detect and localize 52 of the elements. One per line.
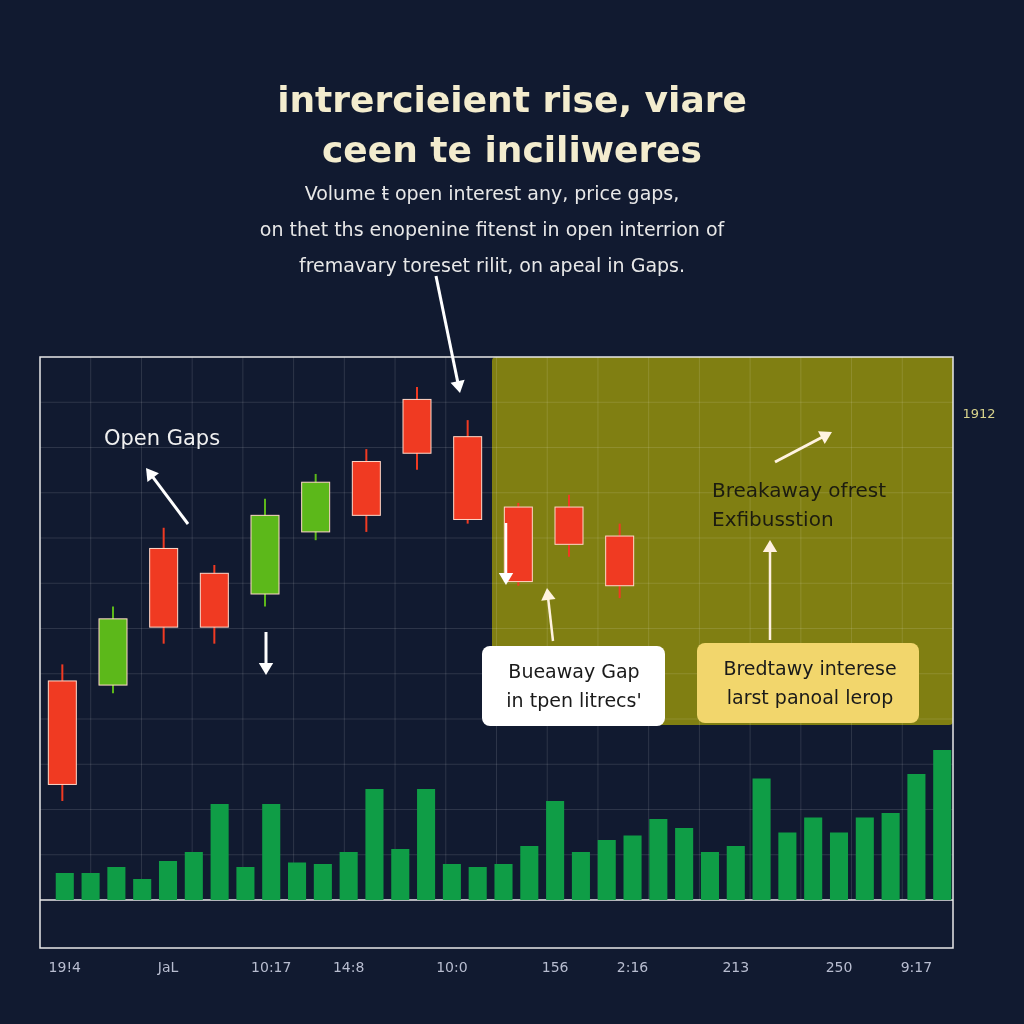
bar	[700, 852, 719, 900]
bar	[468, 867, 487, 900]
annotation: Bueaway Gap in tpen litrecs'	[506, 660, 642, 711]
bar	[881, 813, 900, 900]
bar	[829, 832, 849, 900]
x-tick-label: 9:17	[900, 958, 933, 975]
chart-subtitle: Volume ŧ open interest any, price gaps, on thet ths enopenine fitenst in open interrion of fremavary toreset rilit, on apeal in Gaps.	[259, 182, 726, 276]
x-tick-label: JaL	[156, 958, 179, 975]
bar	[158, 861, 178, 900]
bar	[184, 852, 203, 900]
bar	[649, 819, 668, 900]
x-tick-label: 213	[722, 958, 750, 975]
bar	[313, 864, 332, 900]
bar	[907, 774, 926, 900]
x-tick-label: 2:16	[616, 958, 649, 975]
bar	[520, 846, 539, 900]
bar	[288, 862, 307, 900]
bar	[236, 867, 255, 900]
bar	[623, 835, 642, 900]
x-tick-label: 10:0	[436, 958, 468, 975]
x-tick-label: 14:8	[332, 958, 365, 975]
bar	[210, 804, 229, 900]
bar	[726, 846, 745, 900]
bar	[365, 789, 384, 900]
bar	[339, 852, 358, 900]
bar	[81, 873, 100, 900]
bar	[804, 817, 823, 900]
bar	[442, 864, 461, 900]
bar	[391, 849, 410, 900]
bar	[494, 864, 513, 900]
bar	[55, 873, 74, 900]
x-tick-label: 10:17	[251, 958, 292, 975]
text: Bredtawy interese larst panoal lerop	[723, 657, 897, 708]
bar	[571, 852, 590, 900]
annotation: Open Gaps	[103, 426, 221, 450]
bar	[262, 804, 281, 900]
bar	[778, 832, 797, 900]
bar	[675, 828, 694, 900]
text: 1912	[962, 406, 996, 421]
bar	[546, 801, 565, 900]
chart-title: intrercieient rise, viare ceen te inciliweres	[277, 79, 747, 170]
x-tick-label: 19!4	[48, 958, 82, 975]
bar	[933, 750, 952, 900]
bar	[417, 789, 436, 900]
bar	[597, 840, 616, 900]
bar	[752, 778, 771, 900]
x-tick-label: 156	[541, 958, 569, 975]
bar	[855, 817, 874, 900]
x-tick-label: 250	[825, 958, 853, 975]
text: Breakaway ofrest Exfibusstion	[712, 478, 887, 531]
bar	[107, 867, 126, 900]
bar	[133, 879, 152, 900]
